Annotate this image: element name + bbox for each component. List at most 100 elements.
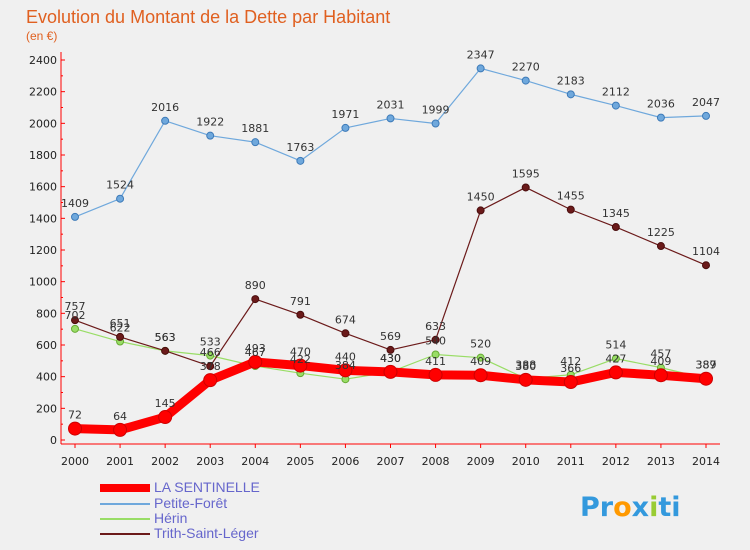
series-point-0 [113,422,128,437]
data-label: 430 [380,352,401,365]
data-label: 2347 [467,48,495,61]
x-tick-label: 2009 [467,455,495,468]
data-label: 380 [515,360,536,373]
series-point-3 [702,261,710,270]
chart-subtitle: (en €) [26,29,57,43]
data-label: 622 [110,322,131,335]
series-point-1 [702,111,710,120]
data-label: 2183 [557,74,585,87]
data-labels: 1409 1524 2016 1922 1881 1763 1971 2031 1999 2347… [61,48,720,422]
data-label: 2016 [151,101,179,114]
series-point-1 [566,90,575,99]
series-point-0 [518,372,533,387]
legend-label: Petite-Forêt [154,495,227,511]
logo-part-ti: ti [658,492,680,523]
data-label: 1524 [106,179,134,192]
x-tick-label: 2001 [106,455,134,468]
data-label: 1450 [467,190,495,203]
data-label: 791 [290,295,311,308]
legend: LA SENTINELLEPetite-ForêtHérinTrith-Sain… [100,479,260,541]
series-point-1 [161,116,170,125]
data-label: 466 [200,346,221,359]
data-label: 1763 [286,141,314,154]
series-point-1 [656,113,665,122]
axes: 0 200 400 600 800 1000 1200 1400 1600 1800 2000 220… [29,52,720,468]
series-point-3 [206,362,215,371]
legend-label: Trith-Saint-Léger [154,525,259,541]
data-label: 514 [605,339,626,352]
data-label: 387 [696,359,717,372]
series-point-2 [206,351,215,360]
legend-label: LA SENTINELLE [154,479,260,495]
data-label: 1881 [241,122,269,135]
series-point-2 [611,354,620,363]
series-point-3 [521,183,530,192]
data-label: 145 [155,397,176,410]
y-tick-label: 1600 [29,181,57,194]
data-label: 2112 [602,86,630,99]
data-label: 1104 [692,245,720,258]
x-tick-label: 2000 [61,455,89,468]
data-label: 1595 [512,167,540,180]
series-point-3 [386,345,395,354]
series-point-0 [699,371,713,386]
data-label: 1455 [557,190,585,203]
series-point-1 [611,101,620,110]
y-tick-label: 600 [36,339,57,352]
data-label: 2270 [512,61,540,74]
series-point-1 [386,114,395,123]
data-label: 412 [560,355,581,368]
series-point-0 [158,410,173,425]
y-tick-label: 1000 [29,276,57,289]
x-tick-label: 2010 [512,455,540,468]
logo-part-x: x [632,492,649,523]
legend-label: Hérin [154,510,187,526]
data-label: 72 [68,409,82,422]
series-point-2 [476,353,485,362]
y-tick-label: 2000 [29,117,57,130]
series-point-1 [251,138,260,147]
data-label: 757 [65,300,86,313]
data-label: 440 [335,350,356,363]
svg-text:Proxiti: Proxiti [580,492,681,523]
logo-part-o: o [613,492,632,523]
data-label: 569 [380,330,401,343]
y-tick-label: 1200 [29,244,57,257]
series-point-0 [653,368,668,383]
data-label: 409 [650,355,671,368]
data-label: 384 [335,359,356,372]
series-point-3 [341,329,350,338]
data-label: 389 [696,358,717,371]
data-label: 1922 [196,116,224,129]
x-tick-label: 2008 [422,455,450,468]
series-point-0 [383,364,398,379]
data-label: 2036 [647,98,675,111]
series-point-0 [68,421,82,436]
proxiti-logo: Proxiti [580,492,681,523]
data-label: 467 [245,346,266,359]
data-label: 411 [425,355,446,368]
x-tick-label: 2006 [331,455,359,468]
x-tick-label: 2014 [692,455,720,468]
series-point-1 [206,131,215,140]
series-point-3 [656,242,665,251]
data-label: 1999 [422,103,450,116]
data-label: 1409 [61,197,89,210]
series-point-2 [71,324,79,333]
data-label: 1971 [331,108,359,121]
data-label: 470 [290,346,311,359]
y-tick-label: 1800 [29,149,57,162]
series-point-3 [116,332,125,341]
series-point-0 [293,358,308,373]
y-tick-label: 1400 [29,212,57,225]
series-point-1 [341,123,350,132]
series-point-3 [71,316,79,325]
y-tick-label: 0 [50,434,57,447]
series-point-1 [71,212,79,221]
series-point-3 [611,223,620,232]
series-point-0 [473,368,488,383]
data-label: 702 [65,309,86,322]
series-point-3 [566,205,575,214]
